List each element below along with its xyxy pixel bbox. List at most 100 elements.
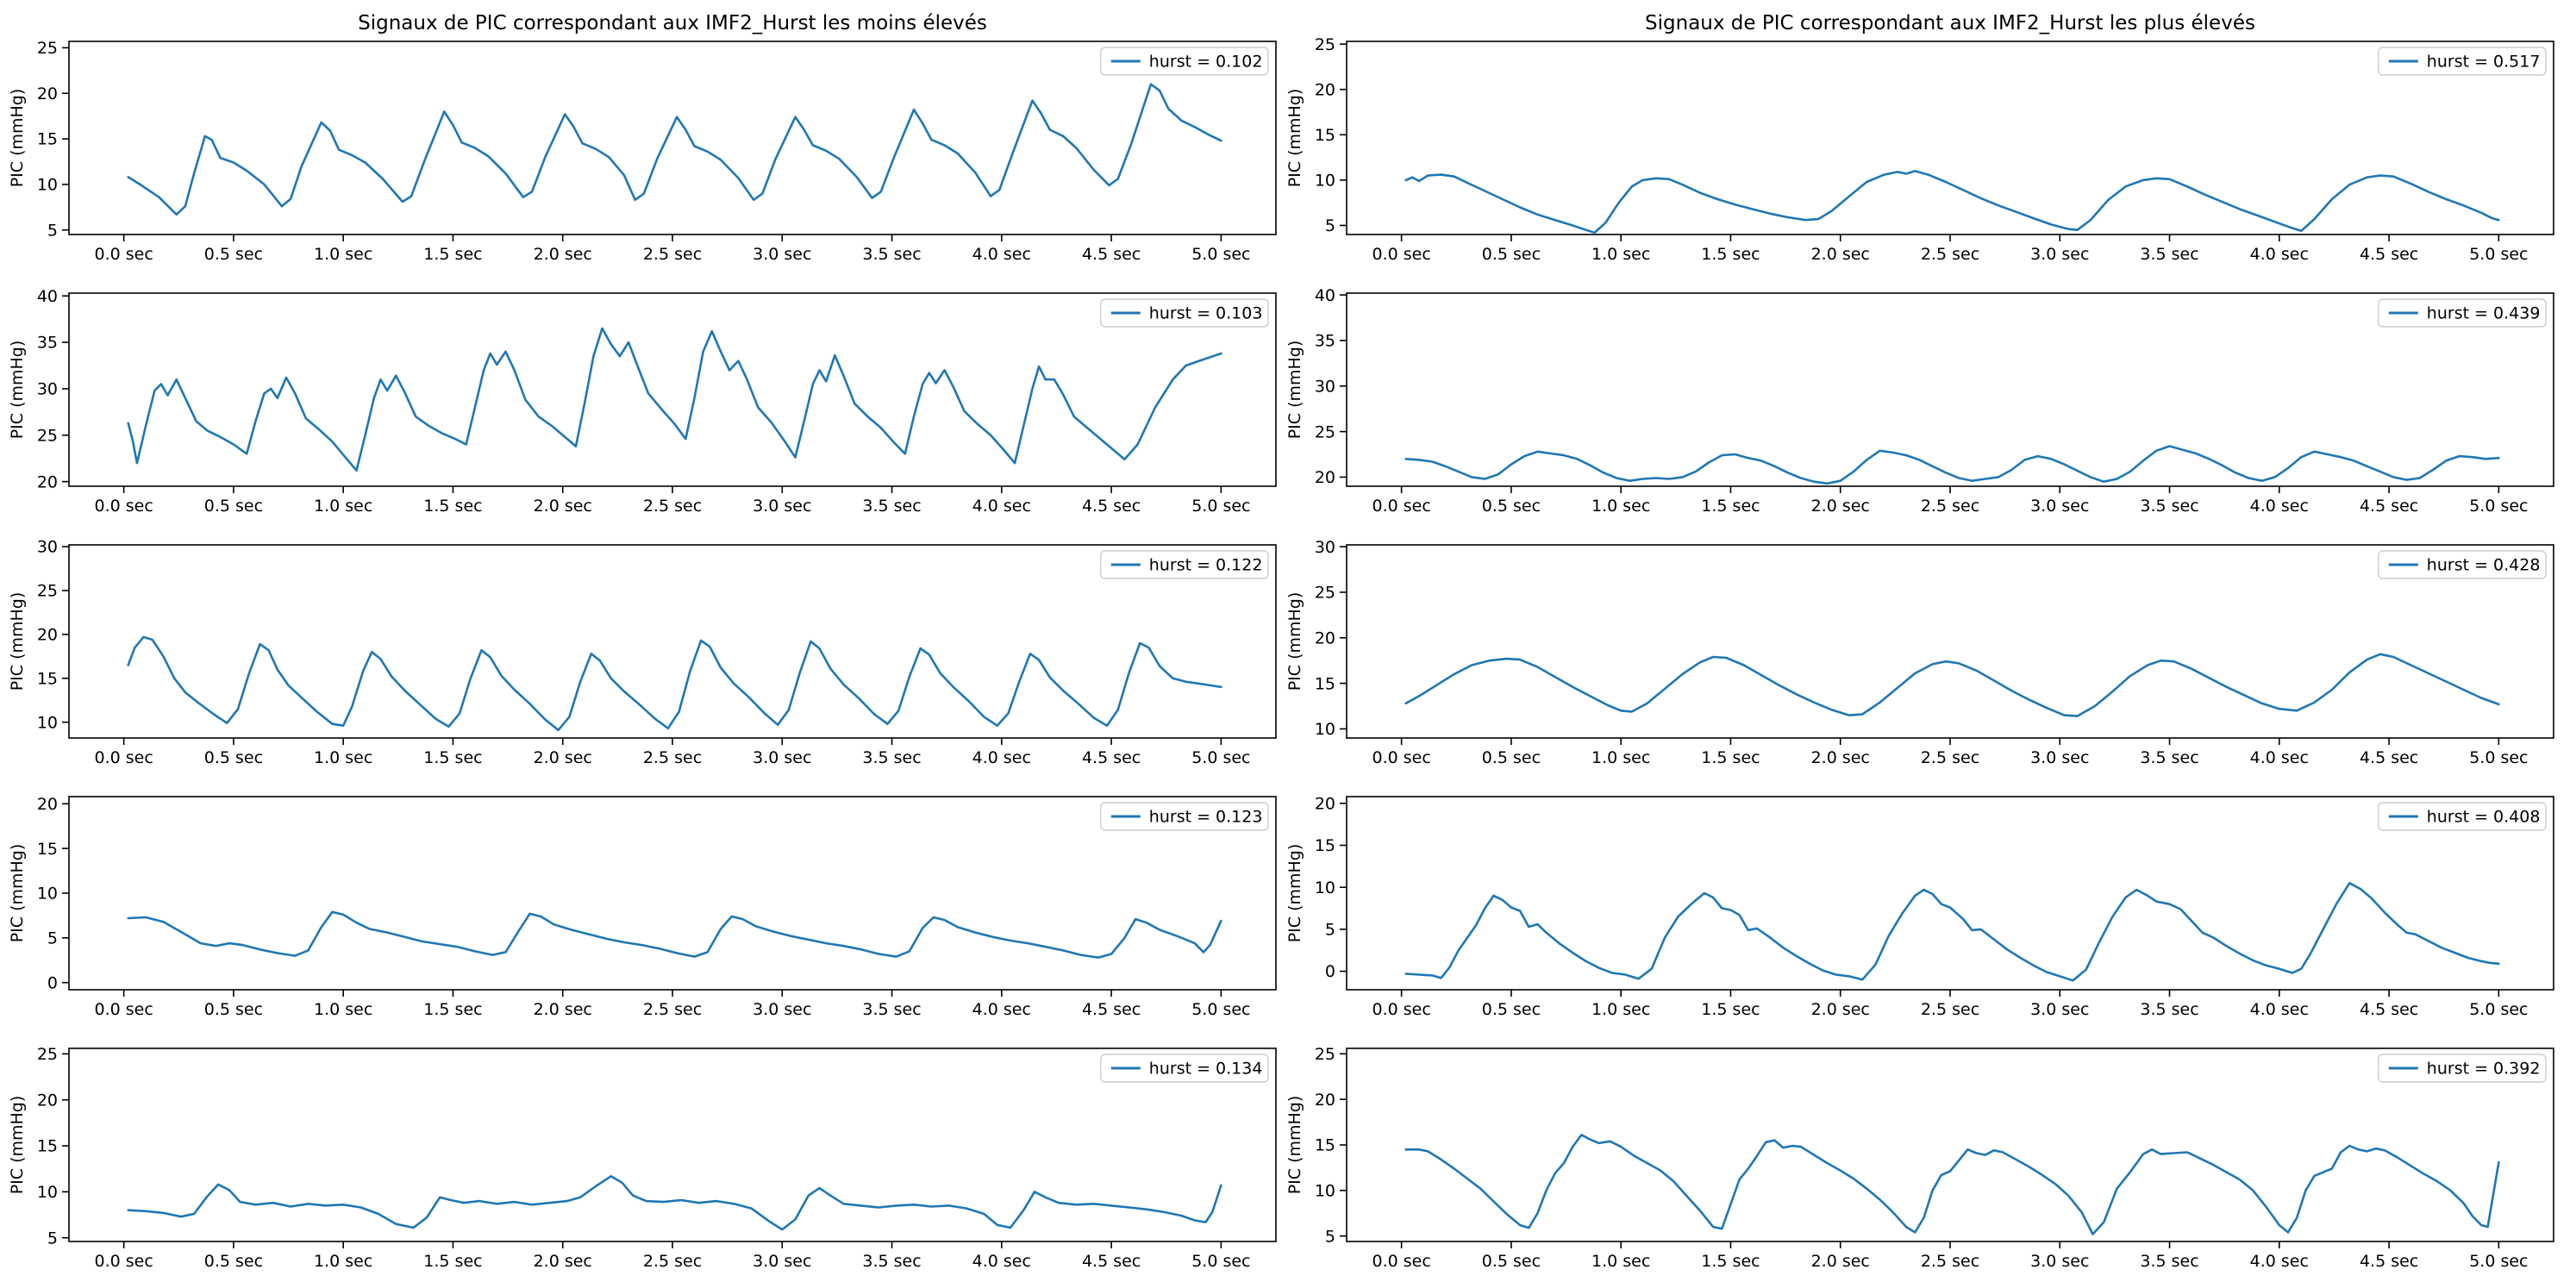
plot-area — [68, 544, 1277, 739]
legend-box — [2378, 550, 2547, 579]
y-tick-label: 25 — [1315, 422, 1335, 441]
legend-box — [1100, 1054, 1269, 1083]
x-tick-label: 3.5 sec — [2140, 1252, 2198, 1271]
legend: hurst = 0.122 — [1100, 550, 1269, 579]
x-tick-label: 3.0 sec — [753, 245, 811, 264]
legend-label: hurst = 0.392 — [2427, 1060, 2541, 1079]
x-tick-label: 0.0 sec — [1372, 1000, 1430, 1019]
y-axis: 5 10 15 20 25 PIC (mmHg) — [1285, 1045, 1347, 1246]
x-tick-label: 1.5 sec — [1701, 1000, 1760, 1019]
y-tick-label: 20 — [37, 1091, 58, 1110]
x-tick-label: 5.0 sec — [1191, 748, 1250, 767]
x-axis: 0.0 sec 0.5 sec 1.0 sec 1.5 sec 2.0 sec 2.5 s… — [1372, 738, 2529, 767]
y-tick-label: 15 — [37, 840, 58, 859]
x-tick-label: 3.5 sec — [2140, 748, 2198, 767]
y-axis: 20 25 30 35 40 PIC (mmHg) — [8, 287, 69, 491]
x-axis: 0.0 sec 0.5 sec 1.0 sec 1.5 sec 2.0 sec 2.5 s… — [94, 990, 1251, 1019]
x-tick-label: 4.5 sec — [1082, 1000, 1141, 1019]
y-tick-label: 25 — [37, 1045, 58, 1064]
y-tick-label: 0 — [1325, 962, 1335, 981]
y-axis-label: PIC (mmHg) — [1285, 1096, 1304, 1195]
x-tick-label: 4.5 sec — [1082, 245, 1141, 264]
x-tick-label: 3.0 sec — [753, 748, 811, 767]
y-axis: 10 15 20 25 30 PIC (mmHg) — [8, 538, 69, 732]
x-tick-label: 3.0 sec — [2030, 748, 2089, 767]
y-axis-label: PIC (mmHg) — [8, 844, 27, 943]
y-tick-label: 20 — [1315, 628, 1335, 647]
x-tick-label: 3.0 sec — [2030, 1000, 2089, 1019]
legend-box — [1100, 47, 1269, 76]
x-tick-label: 0.0 sec — [1372, 748, 1430, 767]
x-tick-label: 4.5 sec — [2360, 497, 2418, 516]
x-tick-label: 0.0 sec — [94, 1000, 153, 1019]
x-tick-label: 0.0 sec — [94, 497, 153, 516]
x-tick-label: 4.0 sec — [972, 748, 1031, 767]
y-tick-label: 15 — [1315, 836, 1335, 855]
plot-area — [1346, 1047, 2554, 1242]
x-tick-label: 0.5 sec — [1482, 1252, 1541, 1271]
x-tick-label: 2.5 sec — [1921, 497, 1979, 516]
x-tick-label: 0.5 sec — [1482, 497, 1541, 516]
legend: hurst = 0.517 — [2378, 47, 2547, 76]
y-tick-label: 30 — [37, 380, 58, 399]
plot-area — [68, 41, 1277, 235]
y-axis-label: PIC (mmHg) — [1285, 89, 1304, 188]
y-tick-label: 20 — [37, 795, 58, 814]
x-tick-label: 2.0 sec — [1811, 497, 1870, 516]
x-tick-label: 5.0 sec — [2469, 245, 2528, 264]
x-tick-label: 2.5 sec — [643, 1000, 702, 1019]
y-axis: 10 15 20 25 30 PIC (mmHg) — [1285, 538, 1347, 739]
x-tick-label: 3.5 sec — [862, 748, 921, 767]
signal-line — [1404, 170, 2500, 235]
y-tick-label: 30 — [37, 538, 58, 557]
x-tick-label: 1.5 sec — [423, 497, 482, 516]
signal-line — [127, 910, 1222, 959]
x-tick-label: 1.5 sec — [1701, 497, 1760, 516]
x-tick-label: 4.0 sec — [2250, 497, 2309, 516]
plot-area — [1346, 292, 2554, 487]
x-tick-label: 3.0 sec — [753, 497, 811, 516]
x-tick-label: 1.0 sec — [1591, 1000, 1650, 1019]
plot-area — [1346, 544, 2554, 739]
y-tick-label: 10 — [1315, 879, 1335, 897]
x-tick-label: 1.5 sec — [1701, 748, 1760, 767]
legend-label: hurst = 0.517 — [2427, 53, 2541, 72]
x-tick-label: 4.5 sec — [2360, 748, 2418, 767]
x-tick-label: 0.0 sec — [94, 245, 153, 264]
legend: hurst = 0.134 — [1100, 1054, 1269, 1083]
legend-box — [2378, 47, 2547, 76]
subplot-right-1: Signaux de PIC correspondant aux IMF2_Hu… — [1285, 12, 2554, 264]
subplot-left-3: 10 15 20 25 30 PIC (mmHg) 0.0 sec 0.5 sec 1.0 se… — [8, 538, 1277, 767]
x-tick-label: 0.5 sec — [1482, 748, 1541, 767]
x-tick-label: 0.0 sec — [1372, 1252, 1430, 1271]
x-tick-label: 2.0 sec — [1811, 1000, 1870, 1019]
plot-area — [68, 796, 1277, 991]
legend-box — [1100, 298, 1269, 328]
x-tick-label: 3.5 sec — [2140, 245, 2198, 264]
y-tick-label: 40 — [1315, 286, 1335, 305]
legend-label: hurst = 0.428 — [2427, 556, 2541, 575]
legend-label: hurst = 0.103 — [1149, 304, 1263, 323]
y-tick-label: 10 — [37, 885, 58, 904]
y-tick-label: 20 — [37, 626, 58, 645]
y-tick-label: 10 — [37, 176, 58, 195]
signal-line — [127, 1175, 1222, 1231]
y-tick-label: 40 — [37, 287, 58, 306]
legend: hurst = 0.102 — [1100, 47, 1269, 76]
y-tick-label: 5 — [47, 929, 58, 948]
x-tick-label: 2.0 sec — [534, 1252, 592, 1271]
subplot-left-2: 20 25 30 35 40 PIC (mmHg) 0.0 sec 0.5 sec 1.0 se… — [8, 287, 1277, 516]
y-axis-label: PIC (mmHg) — [1285, 341, 1304, 440]
chart-title: Signaux de PIC correspondant aux IMF2_Hu… — [358, 12, 987, 34]
y-tick-label: 25 — [1315, 1045, 1335, 1064]
x-tick-label: 1.0 sec — [314, 497, 372, 516]
legend-box — [2378, 802, 2547, 831]
x-tick-label: 4.0 sec — [972, 245, 1031, 264]
y-tick-label: 20 — [1315, 1091, 1335, 1110]
x-tick-label: 5.0 sec — [1191, 245, 1250, 264]
y-axis: 5 10 15 20 25 PIC (mmHg) — [8, 39, 69, 240]
x-tick-label: 0.5 sec — [204, 1252, 263, 1271]
x-tick-label: 1.5 sec — [423, 748, 482, 767]
x-tick-label: 1.0 sec — [1591, 245, 1650, 264]
x-tick-label: 2.5 sec — [1921, 1252, 1979, 1271]
